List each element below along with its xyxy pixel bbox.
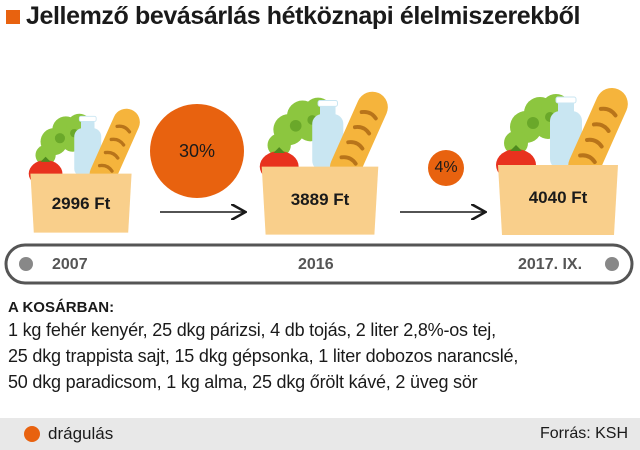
basket-contents-line: 25 dkg trappista sajt, 15 dkg gépsonka, … [8, 346, 519, 366]
arrow-right-icon [400, 202, 490, 222]
source-label: Forrás: KSH [539, 425, 628, 442]
price-2017: 4040 Ft [528, 188, 588, 207]
basket-2016: 3889 Ft [252, 66, 388, 238]
basket-2007: 2996 Ft [22, 86, 140, 236]
year-label-2016: 2016 [298, 256, 334, 273]
timeline-dot-end [605, 257, 619, 271]
basket-2017: 4040 Ft [488, 62, 628, 238]
legend-label: drágulás [48, 424, 114, 443]
footer-bar [0, 418, 640, 450]
basket-contents-line: 50 dkg paradicsom, 1 kg alma, 25 dkg őrö… [8, 372, 478, 392]
arrow-right-icon [160, 202, 250, 222]
legend-dot-icon [24, 426, 40, 442]
grocery-bag-icon [252, 66, 388, 238]
page-title: Jellemző bevásárlás hétköznapi élelmisze… [26, 2, 581, 30]
price-2016: 3889 Ft [290, 190, 350, 209]
increase-badge-30: 30% [150, 104, 244, 198]
timeline-bar [4, 243, 634, 285]
basket-contents-heading: A KOSÁRBAN: [8, 299, 115, 316]
timeline-dot-start [19, 257, 33, 271]
year-label-2007: 2007 [52, 256, 88, 273]
year-label-2017: 2017. IX. [518, 256, 583, 273]
grocery-bag-icon [488, 62, 628, 238]
price-2007: 2996 Ft [51, 194, 111, 213]
basket-contents-line: 1 kg fehér kenyér, 25 dkg párizsi, 4 db … [8, 320, 496, 340]
increase-badge-4: 4% [428, 150, 464, 186]
title-marker [6, 10, 20, 24]
